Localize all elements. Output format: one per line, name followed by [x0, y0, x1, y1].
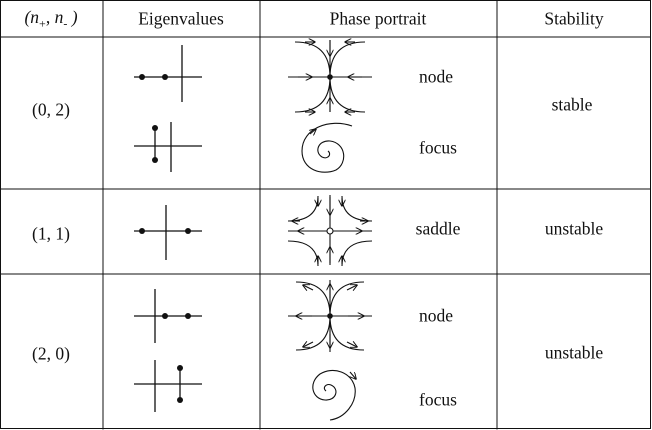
eigen-negative-real-icon	[134, 45, 202, 102]
eigen-complex-right-icon	[134, 360, 202, 412]
row3-index-pair: (2, 0)	[32, 343, 70, 364]
header-paren-open: (	[24, 6, 31, 27]
stable-focus-icon	[301, 122, 353, 173]
header-index-pair: (n+, n- )	[24, 6, 78, 31]
header-phase-portrait: Phase portrait	[329, 8, 427, 29]
row1-node-label: node	[418, 66, 454, 87]
row1-index-pair: (0, 2)	[32, 99, 70, 120]
unstable-node-icon	[288, 280, 372, 352]
row2-saddle-label: saddle	[415, 218, 461, 239]
row1-stability: stable	[551, 94, 593, 115]
row3-focus-label: focus	[419, 389, 457, 410]
eigen-opposite-real-icon	[134, 205, 202, 260]
eigen-positive-real-icon	[134, 289, 202, 343]
header-eigenvalues: Eigenvalues	[138, 8, 224, 29]
saddle-icon	[287, 195, 373, 267]
header-n-minus: n	[54, 6, 64, 27]
header-n-plus: n	[30, 6, 40, 27]
header-sub-plus: +	[39, 16, 46, 31]
row2-stability: unstable	[544, 218, 604, 239]
header-paren-close: )	[67, 6, 78, 27]
row3-node-label: node	[418, 305, 454, 326]
header-comma: ,	[45, 6, 55, 27]
stable-node-icon	[288, 40, 372, 112]
row2-index-pair: (1, 1)	[32, 223, 70, 244]
header-stability: Stability	[544, 8, 604, 29]
row3-stability: unstable	[544, 342, 604, 363]
unstable-focus-icon	[312, 370, 356, 421]
eigen-complex-left-icon	[134, 122, 202, 172]
row1-focus-label: focus	[419, 137, 457, 158]
header-sub-minus: -	[63, 16, 68, 31]
